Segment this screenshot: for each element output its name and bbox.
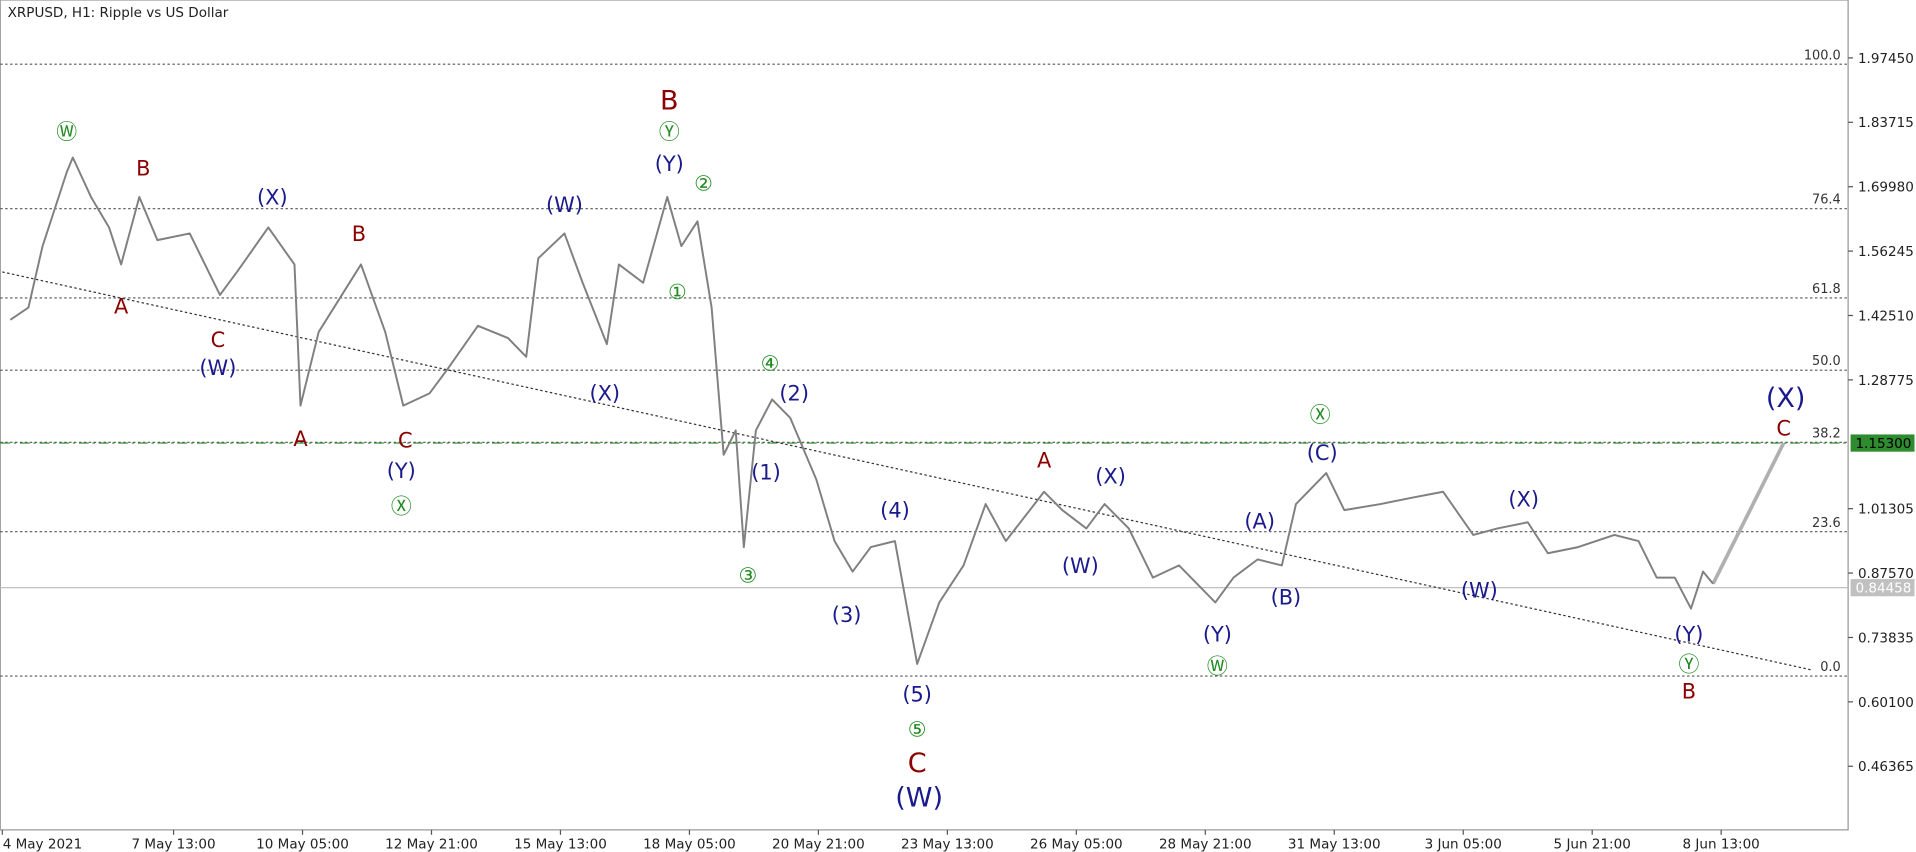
wave-label: (Y) xyxy=(1674,623,1703,647)
fib-level-label: 50.0 xyxy=(1812,354,1841,369)
wave-label: B xyxy=(352,222,366,246)
wave-label: (W) xyxy=(546,193,583,217)
wave-label: (2) xyxy=(779,382,809,406)
x-tick-label: 23 May 13:00 xyxy=(901,836,994,852)
fib-level-label: 38.2 xyxy=(1812,426,1841,441)
y-tick-label: 0.60100 xyxy=(1858,695,1914,711)
wave-label: C xyxy=(908,748,927,779)
wave-label: Ⓨ xyxy=(1678,652,1699,676)
wave-label: Ⓨ xyxy=(659,120,680,144)
x-tick-label: 15 May 13:00 xyxy=(514,836,607,852)
y-tick-label: 1.56245 xyxy=(1858,244,1914,260)
x-tick-label: 3 Jun 05:00 xyxy=(1425,836,1502,852)
wave-label: (Y) xyxy=(1203,623,1232,647)
wave-label: ① xyxy=(668,280,687,304)
y-tick-label: 0.87570 xyxy=(1858,566,1914,582)
wave-label: (W) xyxy=(895,782,943,813)
y-tick-label: 1.01305 xyxy=(1858,502,1914,518)
x-tick-label: 26 May 05:00 xyxy=(1030,836,1123,852)
x-tick-label: 31 May 13:00 xyxy=(1288,836,1381,852)
wave-label: (W) xyxy=(1062,554,1099,578)
y-tick-label: 1.97450 xyxy=(1858,51,1914,67)
wave-label: (X) xyxy=(589,382,620,406)
wave-label: (X) xyxy=(1766,383,1806,414)
wave-label: C xyxy=(1776,416,1791,440)
fib-level-label: 23.6 xyxy=(1812,516,1841,531)
chart-title: XRPUSD, H1: Ripple vs US Dollar xyxy=(8,5,229,21)
trendline xyxy=(2,271,1812,671)
y-tick-label: 1.28775 xyxy=(1858,373,1914,389)
y-tick-label: 1.83715 xyxy=(1858,115,1914,131)
wave-label: B xyxy=(136,157,150,181)
wave-label: (C) xyxy=(1307,441,1338,465)
wave-label: Ⓧ xyxy=(1310,403,1331,427)
wave-label: (B) xyxy=(1271,586,1302,610)
price-tag-label: 0.84458 xyxy=(1855,581,1911,597)
price-tag-label: 1.15300 xyxy=(1855,436,1911,452)
wave-label: Ⓧ xyxy=(391,495,412,519)
y-tick-label: 0.73835 xyxy=(1858,630,1914,646)
y-tick-label: 1.42510 xyxy=(1858,308,1914,324)
price-tag xyxy=(1850,434,1915,452)
fib-level-label: 76.4 xyxy=(1812,193,1841,208)
wave-label: (X) xyxy=(1508,488,1539,512)
wave-label: (5) xyxy=(902,683,932,707)
y-tick-label: 0.46365 xyxy=(1858,759,1914,775)
x-tick-label: 28 May 21:00 xyxy=(1159,836,1252,852)
x-tick-label: 7 May 13:00 xyxy=(132,836,216,852)
wave-label: Ⓦ xyxy=(56,120,77,144)
wave-label: C xyxy=(398,429,413,453)
wave-label: (Y) xyxy=(655,152,684,176)
wave-label: ③ xyxy=(739,564,758,588)
wave-label: (X) xyxy=(1095,464,1126,488)
x-tick-label: 8 Jun 13:00 xyxy=(1683,836,1760,852)
wave-label: ④ xyxy=(761,351,780,375)
wave-label: C xyxy=(211,328,226,352)
price-tag xyxy=(1850,579,1915,597)
y-tick-label: 1.69980 xyxy=(1858,180,1914,196)
x-tick-label: 5 Jun 21:00 xyxy=(1554,836,1631,852)
plot-frame xyxy=(0,0,1849,831)
wave-label: (W) xyxy=(199,356,236,380)
wave-label: B xyxy=(1682,679,1696,703)
wave-label: (3) xyxy=(832,603,862,627)
wave-label: A xyxy=(114,295,129,319)
x-tick-label: 18 May 05:00 xyxy=(643,836,736,852)
wave-label: (1) xyxy=(751,461,781,485)
x-tick-label: 10 May 05:00 xyxy=(256,836,349,852)
wave-label: A xyxy=(1037,448,1052,472)
wave-label: (Y) xyxy=(387,459,416,483)
x-tick-label: 20 May 21:00 xyxy=(772,836,865,852)
wave-label: (A) xyxy=(1244,510,1275,534)
wave-label: B xyxy=(660,86,679,117)
fib-level-label: 100.0 xyxy=(1804,48,1841,63)
wave-label: ⑤ xyxy=(908,717,927,741)
projection-line xyxy=(1711,442,1786,585)
wave-label: ② xyxy=(694,172,713,196)
wave-label: (W) xyxy=(1461,579,1498,603)
fib-level-label: 0.0 xyxy=(1820,660,1841,675)
wave-label: A xyxy=(293,427,308,451)
x-tick-label: 12 May 21:00 xyxy=(385,836,478,852)
wave-label: (4) xyxy=(880,498,910,522)
x-tick-label: 4 May 2021 xyxy=(3,836,83,852)
wave-label: (X) xyxy=(257,185,288,209)
fib-level-label: 61.8 xyxy=(1812,282,1841,297)
price-line-series xyxy=(9,156,1714,665)
wave-label: Ⓦ xyxy=(1207,655,1228,679)
